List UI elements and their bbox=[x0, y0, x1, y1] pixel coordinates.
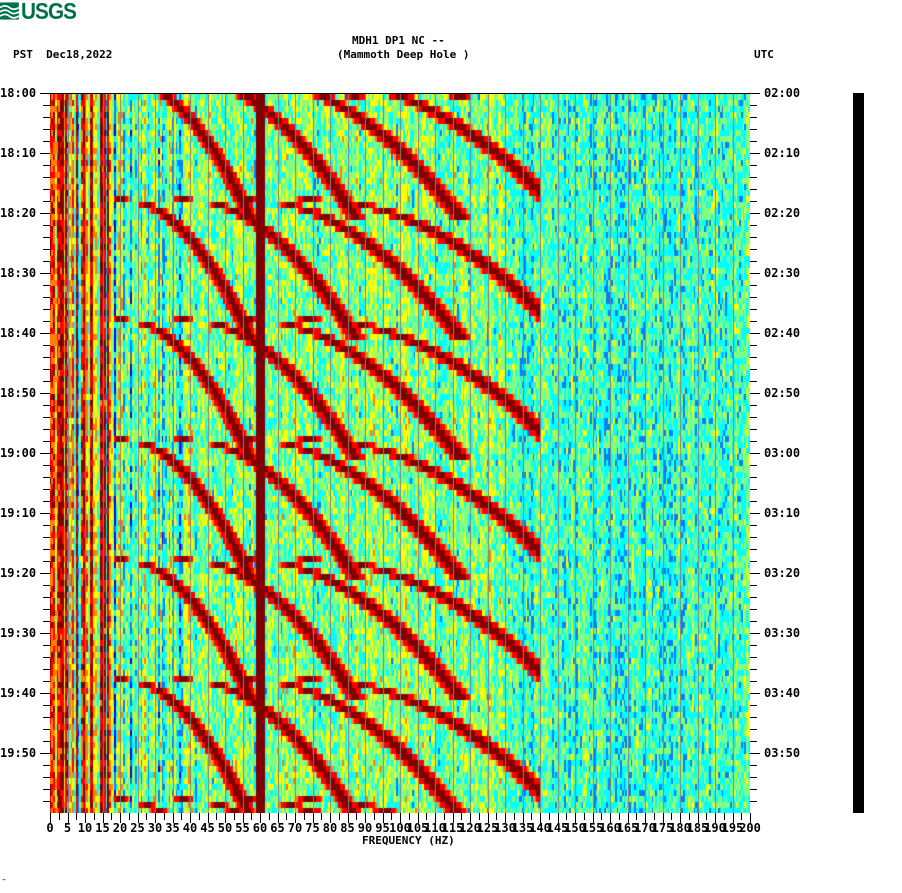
y-tick-right: 02:30 bbox=[764, 266, 801, 280]
y-tick-left: 18:00 bbox=[0, 86, 37, 100]
x-tick: 25 bbox=[130, 821, 145, 835]
x-tick: 15 bbox=[95, 821, 110, 835]
y-tick-left: 18:20 bbox=[0, 206, 37, 220]
x-tick: 85 bbox=[340, 821, 355, 835]
y-tick-right: 02:50 bbox=[764, 386, 801, 400]
y-tick-right: 02:20 bbox=[764, 206, 801, 220]
x-tick: 80 bbox=[322, 821, 338, 835]
x-tick: 70 bbox=[287, 821, 303, 835]
x-tick: 35 bbox=[165, 821, 180, 835]
y-tick-right: 02:40 bbox=[764, 326, 801, 340]
y-tick-left: 18:30 bbox=[0, 266, 37, 280]
x-tick: 155 bbox=[581, 821, 604, 835]
usgs-wave-icon bbox=[0, 2, 19, 20]
x-tick: 170 bbox=[634, 821, 656, 835]
x-tick: 120 bbox=[459, 821, 481, 835]
y-tick-left: 19:10 bbox=[0, 506, 37, 520]
x-tick: 105 bbox=[406, 821, 429, 835]
x-tick: 135 bbox=[511, 821, 534, 835]
x-tick: 65 bbox=[270, 821, 285, 835]
x-tick: 60 bbox=[252, 821, 268, 835]
left-timezone: PST bbox=[13, 48, 33, 61]
x-tick: 110 bbox=[424, 821, 446, 835]
x-tick: 150 bbox=[564, 821, 586, 835]
y-tick-left: 19:40 bbox=[0, 686, 37, 700]
x-tick: 95 bbox=[375, 821, 390, 835]
y-tick-right: 03:50 bbox=[764, 746, 801, 760]
x-tick: 145 bbox=[546, 821, 569, 835]
x-tick: 190 bbox=[704, 821, 726, 835]
y-tick-right: 02:00 bbox=[764, 86, 801, 100]
y-tick-right: 03:00 bbox=[764, 446, 801, 460]
x-tick: 195 bbox=[721, 821, 744, 835]
x-tick: 175 bbox=[651, 821, 674, 835]
x-tick: 55 bbox=[235, 821, 250, 835]
x-tick: 100 bbox=[389, 821, 411, 835]
y-tick-right: 03:40 bbox=[764, 686, 801, 700]
y-tick-left: 18:40 bbox=[0, 326, 37, 340]
x-tick: 50 bbox=[217, 821, 233, 835]
y-tick-left: 19:50 bbox=[0, 746, 37, 760]
x-tick: 40 bbox=[182, 821, 198, 835]
spectrogram-canvas bbox=[50, 94, 750, 813]
x-tick: 115 bbox=[441, 821, 464, 835]
usgs-logo: USGS bbox=[0, 0, 82, 24]
site-title: (Mammoth Deep Hole ) bbox=[337, 48, 470, 61]
amplitude-bar bbox=[853, 93, 864, 813]
station-title: MDH1 DP1 NC -- bbox=[352, 34, 445, 47]
x-tick: 45 bbox=[200, 821, 215, 835]
x-tick: 160 bbox=[599, 821, 621, 835]
x-tick: 90 bbox=[357, 821, 373, 835]
left-timezone-date: PST Dec18,2022 bbox=[13, 49, 112, 61]
x-tick: 5 bbox=[63, 821, 72, 835]
y-tick-left: 19:30 bbox=[0, 626, 37, 640]
y-tick-right: 03:20 bbox=[764, 566, 801, 580]
x-tick: 130 bbox=[494, 821, 516, 835]
x-axis-title: FREQUENCY (HZ) bbox=[362, 834, 455, 847]
y-tick-right: 03:10 bbox=[764, 506, 801, 520]
y-tick-right: 02:10 bbox=[764, 146, 801, 160]
x-tick: 10 bbox=[77, 821, 93, 835]
x-tick: 180 bbox=[669, 821, 691, 835]
y-tick-left: 18:50 bbox=[0, 386, 37, 400]
footer-mark: ‴ bbox=[2, 878, 7, 886]
right-timezone: UTC bbox=[754, 48, 774, 61]
y-tick-right: 03:30 bbox=[764, 626, 801, 640]
y-tick-left: 18:10 bbox=[0, 146, 37, 160]
x-tick: 20 bbox=[112, 821, 128, 835]
logo-text: USGS bbox=[20, 0, 77, 24]
x-tick: 125 bbox=[476, 821, 499, 835]
x-tick: 30 bbox=[147, 821, 163, 835]
x-tick: 140 bbox=[529, 821, 551, 835]
spectrogram-plot bbox=[50, 93, 750, 813]
x-tick: 200 bbox=[739, 821, 761, 835]
x-tick: 0 bbox=[46, 821, 54, 835]
date-label: Dec18,2022 bbox=[46, 48, 113, 61]
x-tick: 165 bbox=[616, 821, 639, 835]
y-tick-left: 19:00 bbox=[0, 446, 37, 460]
x-tick: 75 bbox=[305, 821, 320, 835]
x-tick: 185 bbox=[686, 821, 709, 835]
y-tick-left: 19:20 bbox=[0, 566, 37, 580]
